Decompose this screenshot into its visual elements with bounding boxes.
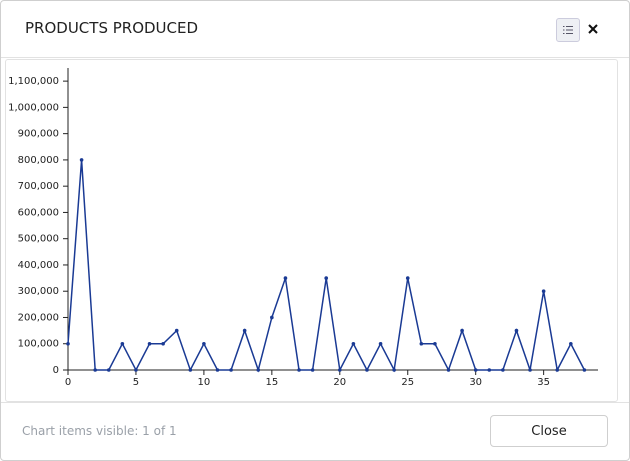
y-tick-label: 500,000 <box>18 234 59 245</box>
y-tick-label: 700,000 <box>18 181 59 192</box>
y-tick-label: 200,000 <box>18 312 59 323</box>
y-tick-label: 900,000 <box>18 129 59 140</box>
data-point <box>120 341 125 346</box>
data-point <box>365 368 369 372</box>
dialog-title: PRODUCTS PRODUCED <box>25 19 199 37</box>
y-tick-label: 800,000 <box>18 155 59 166</box>
y-tick-label: 1,100,000 <box>8 76 59 87</box>
data-point <box>392 368 396 372</box>
data-point <box>229 368 233 372</box>
data-point <box>242 328 247 333</box>
data-point <box>297 368 301 372</box>
x-tick-label: 30 <box>469 377 482 388</box>
data-point <box>528 368 532 372</box>
data-point <box>270 315 274 320</box>
y-tick-label: 100,000 <box>18 339 59 350</box>
data-point <box>473 368 478 372</box>
data-point <box>433 341 437 346</box>
data-point <box>487 368 492 372</box>
data-point <box>283 276 288 280</box>
x-tick-label: 25 <box>401 377 414 388</box>
data-point <box>106 368 111 372</box>
y-tick-label: 0 <box>53 365 59 376</box>
data-point <box>446 368 451 372</box>
data-point <box>202 341 206 346</box>
data-point <box>351 341 356 346</box>
data-point <box>174 328 179 333</box>
data-point <box>188 368 193 372</box>
x-tick-label: 5 <box>133 377 139 388</box>
x-tick-label: 0 <box>65 377 71 388</box>
y-tick-label: 1,000,000 <box>8 102 59 113</box>
data-point <box>541 289 546 294</box>
data-point <box>147 341 152 346</box>
divider <box>1 57 629 58</box>
data-point <box>337 368 342 372</box>
data-point <box>310 368 315 372</box>
data-point <box>256 368 261 372</box>
data-point <box>514 328 519 333</box>
divider <box>1 402 629 403</box>
y-tick-label: 300,000 <box>18 286 59 297</box>
data-point <box>215 368 220 372</box>
y-tick-label: 400,000 <box>18 260 59 271</box>
close-button[interactable]: Close <box>490 415 608 447</box>
data-point <box>79 158 84 162</box>
x-tick-label: 20 <box>333 377 346 388</box>
close-icon[interactable] <box>586 22 600 36</box>
x-tick-label: 35 <box>537 377 550 388</box>
y-tick-label: 600,000 <box>18 207 59 218</box>
x-tick-label: 15 <box>265 377 278 388</box>
data-point <box>405 276 410 280</box>
data-point <box>93 368 97 372</box>
data-point <box>419 341 424 346</box>
list-button[interactable] <box>556 18 580 42</box>
data-point <box>460 328 464 333</box>
data-point <box>324 276 329 280</box>
data-point <box>569 341 573 346</box>
data-point <box>555 368 560 372</box>
status-text: Chart items visible: 1 of 1 <box>22 424 177 438</box>
x-tick-label: 10 <box>198 377 211 388</box>
data-point <box>501 368 505 372</box>
data-point <box>582 368 587 372</box>
data-point <box>66 341 70 346</box>
data-point <box>161 341 165 346</box>
data-line <box>67 159 586 373</box>
data-point <box>378 341 383 346</box>
list-icon <box>563 26 573 34</box>
chart-panel <box>5 59 618 402</box>
data-point <box>134 368 138 372</box>
